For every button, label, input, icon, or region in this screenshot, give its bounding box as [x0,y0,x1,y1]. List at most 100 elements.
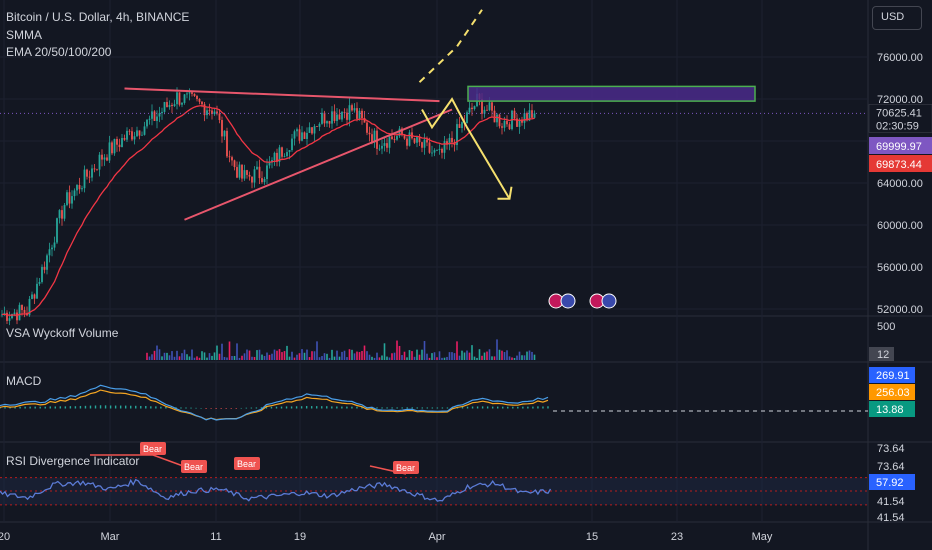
candle [408,132,411,146]
volume-bar [391,353,393,360]
candle [246,170,248,175]
rsi-pane-label[interactable]: RSI Divergence Indicator [6,454,140,468]
candle [268,162,271,166]
volume-bar [528,350,531,360]
candle [496,114,498,123]
macd-line [0,384,549,421]
candle [93,168,96,170]
candle [441,148,443,153]
candle [83,169,86,189]
volume-bar [401,355,403,360]
macd-histogram-bar [436,407,439,409]
macd-histogram-bar [461,406,464,409]
price-tick-label: 56000.00 [877,262,923,274]
macd-histogram-bar [416,407,418,409]
candle [253,169,256,183]
volume-bar [338,356,341,360]
candle [436,149,438,151]
macd-histogram-bar [195,407,197,409]
macd-histogram-bar [411,407,413,409]
candle [466,112,468,124]
candle [53,242,56,248]
volume-bar [221,343,223,360]
candle [71,196,73,204]
bullish-projection-path [418,9,483,83]
candle [398,128,401,137]
currency-selector[interactable]: USD [872,6,922,30]
candle [36,283,38,299]
macd-histogram-bar [19,406,21,409]
candle [91,168,93,178]
volume-bar [183,349,186,360]
candle [123,138,126,140]
candle [158,113,161,117]
bear-divergence-badge [140,442,166,455]
candle [413,138,416,143]
macd-histogram-bar [225,408,227,409]
candle [231,157,233,161]
macd-histogram-bar [270,406,273,409]
candle [491,102,493,111]
indicator-smma-label[interactable]: SMMA [6,28,42,42]
candle [281,147,283,157]
volume-bar [288,356,291,360]
macd-histogram-bar [517,406,519,409]
volume-bar [251,356,253,360]
macd-histogram-bar [155,406,157,409]
volume-bar [216,345,218,360]
macd-histogram-bar [406,407,408,409]
volume-pane [146,339,536,360]
macd-histogram-bar [190,407,192,409]
time-tick-label: 19 [294,531,306,543]
macd-histogram-bar [230,408,232,409]
volume-bar [516,355,518,360]
volume-bar [346,357,348,360]
candle [263,179,266,183]
volume-bar [481,355,483,360]
macd-histogram-bar [114,405,117,409]
volume-bar [201,351,203,360]
candle [456,124,458,146]
volume-bar [286,345,288,360]
candle [378,148,381,150]
volume-bar [458,355,461,360]
volume-bar [323,353,326,360]
chart-title: Bitcoin / U.S. Dollar, 4h, BINANCE [6,10,190,24]
candle [213,111,216,115]
volume-pane-label[interactable]: VSA Wyckoff Volume [6,326,119,340]
time-tick-label: May [752,531,773,543]
indicator-ema-label[interactable]: EMA 20/50/100/200 [6,45,112,59]
price-label-purple: 69999.97 [876,141,922,153]
candle [343,112,346,113]
candle [258,166,261,179]
candle [288,150,291,153]
candle [196,95,198,99]
candle [458,124,461,128]
candle [501,126,503,128]
candle [43,266,46,270]
macd-histogram-bar [150,406,152,409]
macd-pane-label[interactable]: MACD [6,374,42,388]
macd-histogram-bar [185,407,187,409]
volume-bar [293,357,296,360]
volume-bar [163,352,166,360]
volume-bar [413,356,416,360]
macd-histogram-bar [341,406,343,409]
candle [193,93,196,96]
volume-bar [268,354,271,360]
candle [11,314,13,319]
volume-bar [503,352,506,360]
candle [266,165,268,180]
candle [173,104,176,106]
volume-bar [173,356,176,360]
candle [58,210,61,219]
volume-bar [313,351,316,360]
candle [243,170,246,179]
volume-bar [258,349,261,360]
candle [286,152,288,157]
volume-bar [513,357,516,360]
volume-bar [206,357,208,360]
volume-bar [276,350,278,360]
candle [68,192,71,204]
